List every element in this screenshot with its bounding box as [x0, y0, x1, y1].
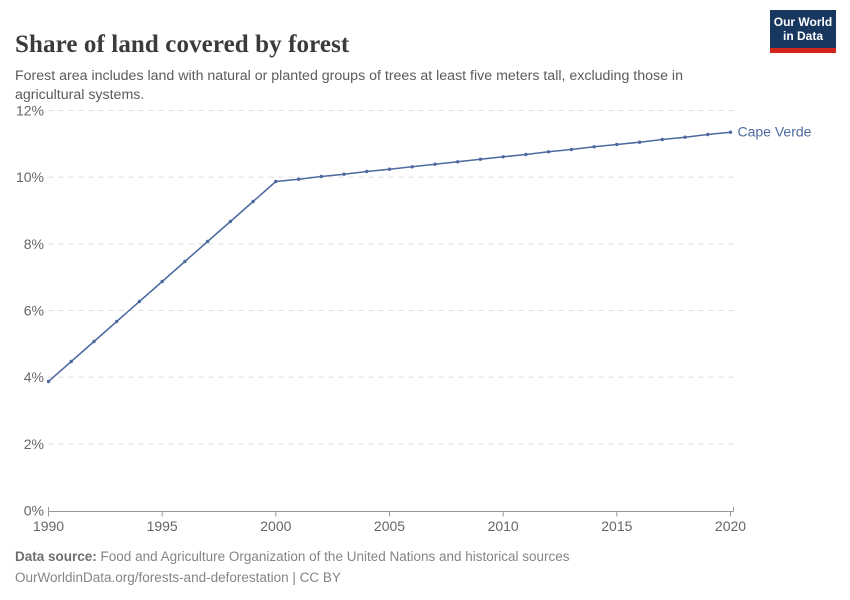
x-axis-tick-label: 1995	[147, 518, 178, 534]
data-point-marker[interactable]	[92, 339, 96, 344]
x-axis-tick-label: 2015	[601, 518, 632, 534]
chart-title: Share of land covered by forest	[15, 30, 350, 58]
y-axis-tick-label: 10%	[16, 169, 44, 185]
data-point-marker[interactable]	[524, 152, 528, 157]
y-axis-tick-label: 4%	[24, 369, 44, 385]
data-point-marker[interactable]	[115, 319, 119, 324]
data-point-marker[interactable]	[387, 167, 392, 171]
x-axis-tick-label: 2000	[260, 518, 291, 534]
chart-subtitle: Forest area includes land with natural o…	[15, 68, 683, 104]
data-point-marker[interactable]	[706, 132, 710, 137]
data-point-marker[interactable]	[569, 147, 574, 152]
data-point-marker[interactable]	[456, 160, 460, 164]
data-source-line: Data source: Food and Agriculture Organi…	[15, 546, 570, 567]
data-point-marker[interactable]	[69, 359, 73, 364]
x-axis-tick-label: 2005	[374, 518, 405, 534]
data-point-marker[interactable]	[205, 239, 210, 244]
data-point-marker[interactable]	[137, 299, 142, 304]
data-point-marker[interactable]	[478, 157, 483, 161]
data-point-marker[interactable]	[660, 137, 664, 142]
chart-footer: Data source: Food and Agriculture Organi…	[15, 546, 570, 588]
owid-logo[interactable]: Our World in Data	[770, 10, 836, 53]
y-axis-tick-label: 12%	[16, 103, 44, 119]
data-point-marker[interactable]	[365, 169, 369, 174]
data-point-marker[interactable]	[546, 150, 551, 154]
data-source-text: Food and Agriculture Organization of the…	[100, 549, 570, 564]
chart-url-license[interactable]: OurWorldinData.org/forests-and-deforesta…	[15, 570, 341, 585]
data-point-marker[interactable]	[160, 279, 164, 284]
owid-logo-text: Our World in Data	[773, 15, 833, 43]
data-point-marker[interactable]	[228, 219, 233, 224]
data-point-marker[interactable]	[433, 162, 437, 166]
x-axis-tick-label: 2020	[715, 518, 746, 534]
y-axis-tick-label: 6%	[24, 303, 44, 319]
y-axis-tick-label: 0%	[24, 503, 44, 519]
y-axis-tick-label: 2%	[24, 436, 44, 452]
line-chart-plot: 0% 2% 4% 6% 8% 10% 12% 1990 1995 2000 2005 2010 2015…	[16, 103, 812, 535]
data-point-marker[interactable]	[501, 155, 505, 159]
data-point-marker[interactable]	[296, 177, 301, 181]
data-point-marker[interactable]	[410, 165, 414, 169]
entity-label: Cape Verde	[738, 124, 812, 140]
x-axis-tick-label: 2010	[488, 518, 519, 534]
data-point-marker[interactable]	[319, 174, 323, 179]
y-axis-tick-label: 8%	[24, 236, 44, 252]
data-source-label: Data source:	[15, 549, 97, 564]
data-point-marker[interactable]	[251, 199, 255, 204]
data-point-marker[interactable]	[274, 179, 278, 184]
data-point-marker[interactable]	[46, 379, 51, 384]
data-point-marker[interactable]	[728, 130, 733, 134]
data-point-marker[interactable]	[615, 142, 619, 147]
data-point-marker[interactable]	[183, 259, 187, 264]
data-point-marker[interactable]	[342, 172, 346, 176]
x-axis-tick-label: 1990	[33, 518, 64, 534]
data-point-marker[interactable]	[637, 140, 642, 144]
data-point-marker[interactable]	[683, 135, 687, 139]
data-point-marker[interactable]	[592, 145, 596, 149]
